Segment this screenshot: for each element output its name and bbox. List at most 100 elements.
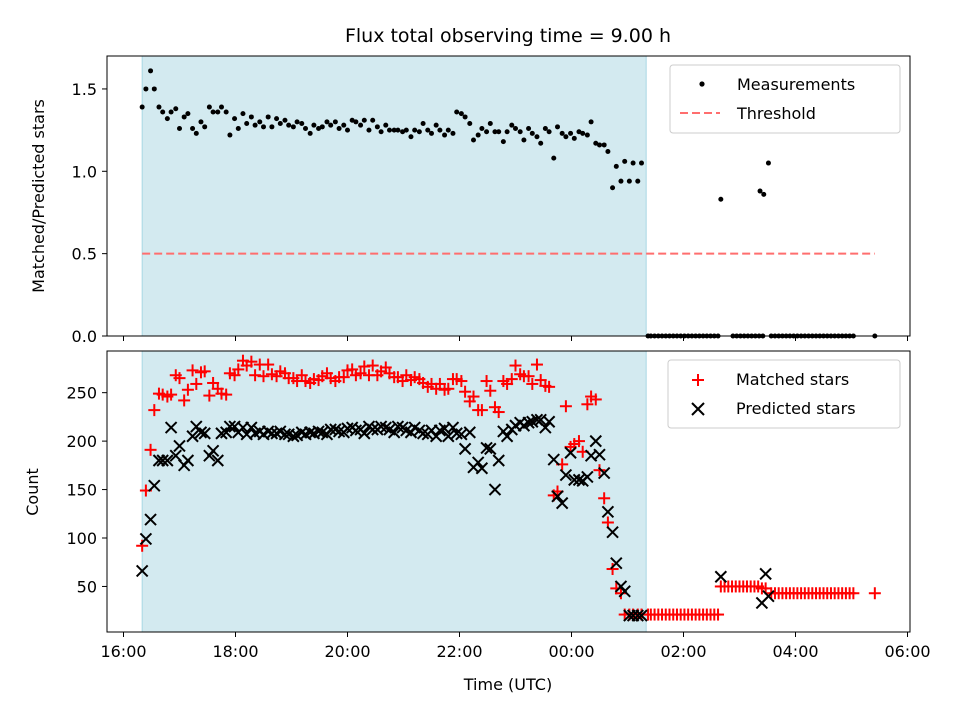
matched-star-point [203, 389, 216, 402]
predicted-star-point [631, 609, 644, 622]
measurement-point [168, 109, 174, 115]
predicted-star-point [206, 444, 220, 458]
predicted-star-point [374, 420, 388, 433]
measurement-point [202, 124, 208, 130]
matched-star-point [181, 383, 194, 396]
predicted-star-point [349, 424, 363, 437]
predicted-star-point [488, 483, 502, 496]
predicted-star-point [601, 505, 615, 519]
matched-star-point [593, 464, 606, 477]
y-tick-label: 1.0 [72, 162, 97, 181]
x-tick-label: 06:00 [884, 642, 930, 661]
predicted-star-point [471, 456, 485, 469]
x-tick-label: 16:00 [100, 642, 146, 661]
matched-star-point [148, 404, 161, 417]
matched-star-point [245, 355, 258, 368]
chart-title: Flux total observing time = 9.00 h [345, 25, 671, 47]
predicted-star-point [211, 454, 224, 467]
measurement-point [492, 129, 498, 135]
matched-star-point [257, 370, 270, 383]
matched-star-point [173, 372, 186, 385]
measurement-point [761, 191, 767, 197]
top-y-ticks: 0.0 0.5 1.0 1.5 [72, 80, 107, 346]
predicted-star-point [442, 430, 455, 443]
predicted-star-point [219, 426, 233, 439]
matched-star-point [337, 371, 350, 384]
measurement-point [613, 163, 619, 169]
legend-measurements-label: Measurements [737, 75, 855, 94]
measurement-point [597, 142, 602, 148]
measurement-point [244, 121, 250, 127]
measurement-point [311, 122, 317, 128]
measurement-point [626, 178, 632, 184]
predicted-star-point [135, 564, 149, 578]
measurement-point [529, 130, 535, 136]
measurement-point [151, 86, 157, 92]
y-tick-label: 1.5 [72, 80, 97, 99]
predicted-star-point [759, 567, 772, 581]
measurement-point [316, 125, 322, 131]
matched-star-point [262, 358, 275, 371]
measurement-point [425, 127, 431, 133]
measurement-point [143, 86, 149, 92]
predicted-star-point [463, 426, 476, 439]
matched-star-point [559, 400, 572, 413]
measurement-point [442, 132, 448, 138]
matched-star-point [475, 404, 488, 417]
predicted-star-point [714, 570, 728, 583]
measurement-point [252, 122, 258, 128]
predicted-star-point [446, 421, 460, 434]
measurement-point [265, 114, 271, 120]
measurement-point [551, 155, 557, 161]
measurement-point [588, 119, 594, 125]
predicted-star-point [484, 442, 497, 456]
predicted-star-point [450, 427, 463, 440]
measurement-point [370, 117, 376, 123]
matched-star-point [509, 359, 522, 372]
measurement-point [303, 125, 308, 131]
predicted-star-point [610, 556, 623, 570]
y-tick-label: 0.0 [72, 327, 97, 346]
measurement-point [400, 129, 406, 135]
measurement-point [173, 106, 179, 112]
measurement-point [484, 129, 490, 135]
predicted-star-point [139, 532, 153, 546]
predicted-star-point [173, 439, 186, 453]
predicted-star-point [458, 442, 472, 456]
measurement-point [416, 129, 422, 135]
top-legend: Measurements Threshold [669, 64, 901, 134]
measurement-point [718, 196, 724, 202]
predicted-star-point [186, 430, 199, 443]
measurement-point [601, 142, 607, 148]
predicted-star-point [542, 415, 556, 428]
legend-matched-label: Matched stars [736, 370, 849, 389]
measurement-point [420, 121, 426, 127]
measurement-point [223, 109, 229, 115]
bottom-plot-panel: 50 100 150 200 250 16:00 18:00 20:00 22:00 00:00… [23, 350, 931, 694]
measurement-point [148, 68, 154, 74]
predicted-star-point [572, 473, 586, 487]
matched-star-point [589, 393, 602, 406]
measurement-point [555, 124, 560, 130]
measurement-point [358, 122, 364, 128]
measurement-point [319, 124, 325, 130]
x-tick-label: 02:00 [660, 642, 706, 661]
measurement-point [232, 116, 238, 122]
matched-star-point [232, 363, 245, 376]
matched-star-point [614, 587, 627, 600]
measurement-point [177, 125, 182, 131]
matched-star-point [442, 382, 455, 395]
measurement-point [429, 130, 434, 136]
measurement-point [395, 127, 401, 133]
measurement-point [215, 109, 221, 115]
measurement-point [622, 158, 628, 164]
measurement-point [639, 160, 644, 166]
x-tick-label: 20:00 [324, 642, 370, 661]
predicted-star-point [215, 427, 228, 440]
measurement-point [387, 127, 392, 133]
measurement-point [361, 117, 367, 123]
measurement-point [509, 122, 515, 128]
measurement-point [366, 127, 372, 133]
predicted-star-point [606, 525, 619, 539]
